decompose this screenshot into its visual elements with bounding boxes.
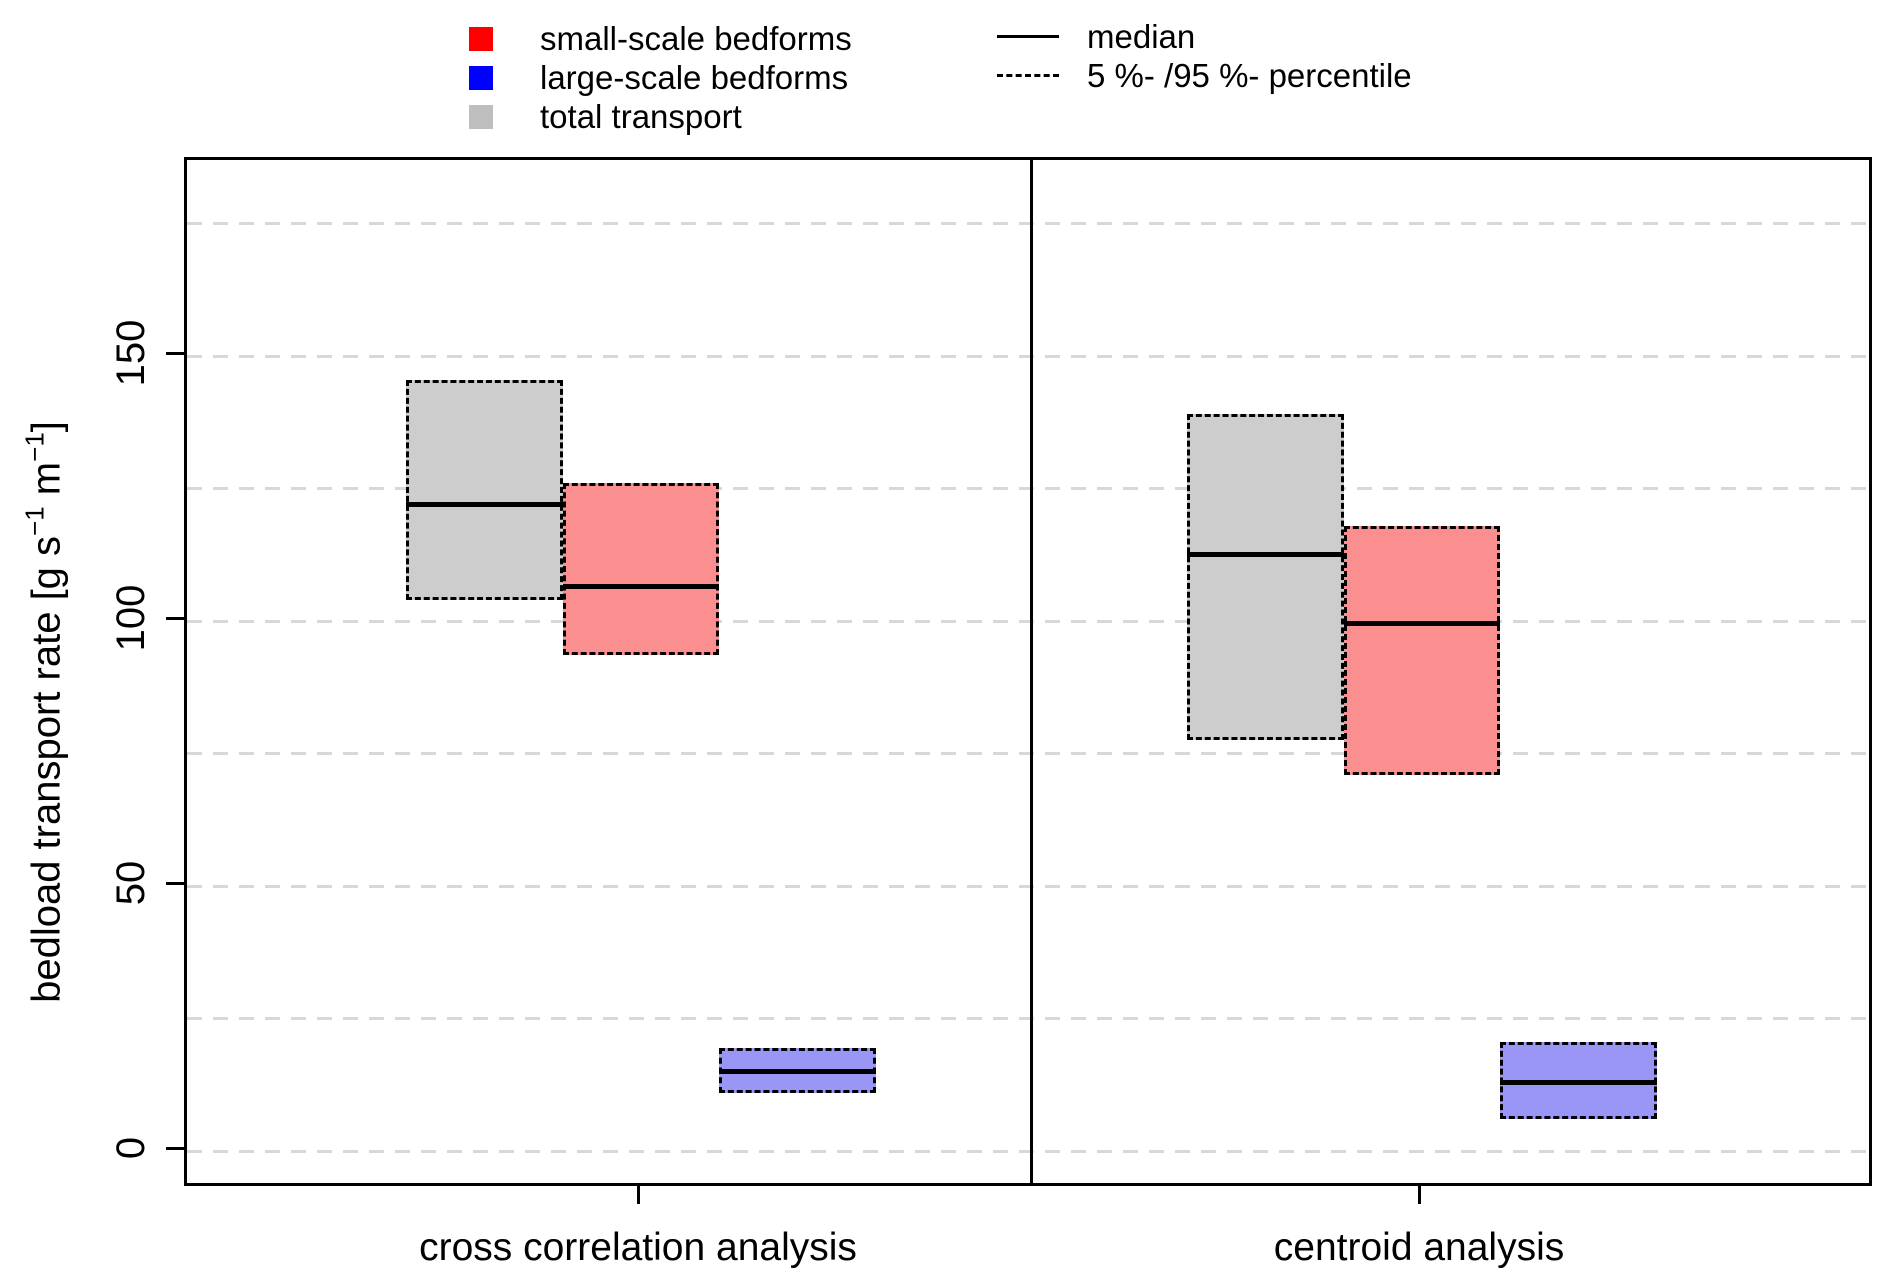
legend-label: large-scale bedforms bbox=[540, 59, 849, 96]
total-transport-swatch-icon bbox=[469, 104, 493, 129]
legend-item-median: median bbox=[997, 20, 1195, 53]
gridline bbox=[187, 1149, 1869, 1153]
x-axis-label-centroid: centroid analysis bbox=[1273, 1226, 1565, 1269]
large-scale-swatch-icon bbox=[469, 65, 493, 90]
y-tick-label: 50 bbox=[109, 860, 153, 906]
small-scale-swatch-icon bbox=[469, 26, 493, 51]
legend-item-total-transport: total transport bbox=[469, 100, 742, 133]
box-small-scale-bedforms bbox=[1343, 525, 1501, 775]
median-line bbox=[1187, 552, 1344, 558]
y-tick-label: 100 bbox=[109, 584, 153, 652]
legend-label: median bbox=[1087, 18, 1196, 55]
legend-item-large-scale-bedforms: large-scale bedforms bbox=[469, 61, 848, 94]
legend-item-small-scale-bedforms: small-scale bedforms bbox=[469, 22, 852, 55]
x-tick bbox=[636, 1186, 640, 1204]
y-tick bbox=[166, 1146, 184, 1150]
median-line bbox=[1500, 1079, 1657, 1085]
median-line bbox=[562, 584, 720, 590]
x-tick bbox=[1417, 1186, 1421, 1204]
legend-item-percentile: 5 %- /95 %- percentile bbox=[997, 59, 1412, 92]
gridline bbox=[187, 619, 1869, 623]
panel-divider bbox=[1029, 160, 1033, 1183]
box-total-transport bbox=[406, 379, 563, 600]
gridline bbox=[187, 884, 1869, 888]
y-axis-title: bedload transport rate [g s−1 m−1] bbox=[19, 421, 69, 1003]
box-small-scale-bedforms bbox=[562, 483, 720, 656]
median-line bbox=[719, 1068, 876, 1074]
legend-label: total transport bbox=[540, 98, 742, 135]
gridline bbox=[187, 222, 1869, 225]
y-tick bbox=[166, 351, 184, 355]
y-tick bbox=[166, 616, 184, 620]
gridline bbox=[187, 1017, 1869, 1020]
legend-label: 5 %- /95 %- percentile bbox=[1087, 57, 1412, 94]
legend-label: small-scale bedforms bbox=[540, 20, 852, 57]
gridline bbox=[187, 487, 1869, 490]
gridline bbox=[187, 354, 1869, 358]
median-line bbox=[1343, 621, 1501, 627]
plot-area bbox=[184, 157, 1872, 1186]
box-large-scale-bedforms bbox=[1500, 1042, 1657, 1120]
y-tick-label: 150 bbox=[109, 319, 153, 387]
dashed-line-icon bbox=[997, 74, 1059, 77]
box-large-scale-bedforms bbox=[719, 1047, 876, 1093]
x-axis-label-cross-correlation: cross correlation analysis bbox=[419, 1226, 857, 1269]
y-tick-label: 0 bbox=[109, 1136, 153, 1160]
gridline bbox=[187, 752, 1869, 755]
solid-line-icon bbox=[997, 35, 1059, 38]
y-tick bbox=[166, 881, 184, 885]
median-line bbox=[406, 501, 563, 507]
box-total-transport bbox=[1187, 414, 1344, 741]
